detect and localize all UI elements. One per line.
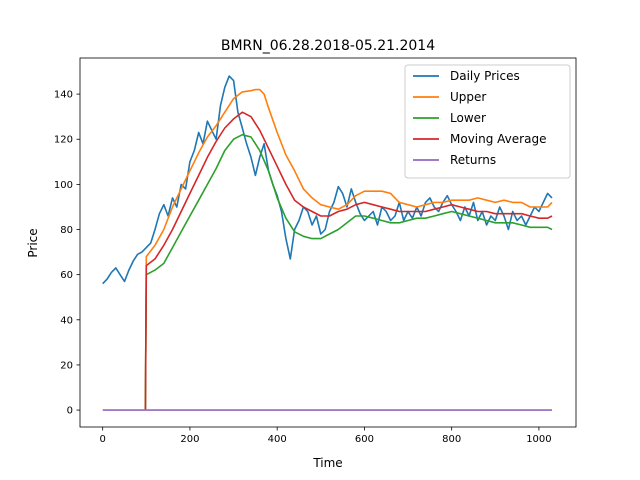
series-line-2 (144, 133, 553, 411)
legend: Daily Prices Upper Lower Moving Average Retu… (404, 64, 571, 179)
legend-label-3: Moving Average (450, 132, 546, 146)
y-tick-label-3: 60 (60, 270, 73, 281)
series-line-1 (144, 88, 553, 411)
legend-label-2: Lower (450, 111, 486, 125)
axes-frame (79, 57, 577, 428)
y-axis-label: Price (26, 228, 40, 257)
plot-area (79, 57, 577, 428)
x-tick-label-3: 600 (355, 434, 374, 445)
legend-label-1: Upper (450, 90, 486, 104)
y-tick-label-7: 140 (54, 90, 73, 101)
series-line-3 (144, 111, 553, 411)
x-tick-label-2: 400 (268, 434, 287, 445)
x-tick-label-0: 0 (99, 434, 105, 445)
y-tick-label-1: 20 (60, 360, 73, 371)
y-tick-label-4: 80 (60, 225, 73, 236)
y-tick-label-5: 100 (54, 180, 73, 191)
y-tick-label-0: 0 (67, 406, 73, 417)
chart-title: BMRN_06.28.2018-05.21.2014 (221, 38, 435, 54)
y-axis: 0 20 40 60 80 100 120 140 (54, 90, 80, 417)
y-tick-label-6: 120 (54, 135, 73, 146)
y-tick-label-2: 40 (60, 315, 73, 326)
legend-label-0: Daily Prices (450, 69, 520, 83)
legend-label-4: Returns (450, 153, 496, 167)
x-axis: 0 200 400 600 800 1000 (99, 427, 552, 445)
x-tick-label-4: 800 (442, 434, 461, 445)
legend-box (404, 64, 571, 179)
x-axis-label: Time (312, 456, 342, 470)
x-tick-label-1: 200 (180, 434, 199, 445)
x-tick-label-5: 1000 (526, 434, 551, 445)
